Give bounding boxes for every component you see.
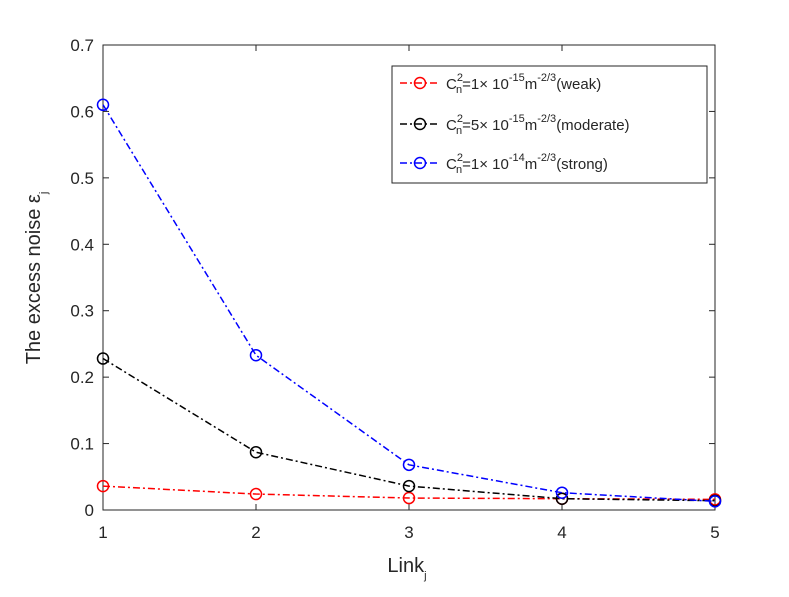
data-point-moderate: [249, 445, 263, 459]
x-tick-label: 1: [98, 523, 107, 542]
x-axis-title-main: Link: [387, 555, 425, 577]
x-axis-title: Linkj: [387, 555, 426, 582]
legend-label-moderate: C2 n=5× 10-15m-2/3(moderate): [446, 113, 630, 137]
legend-item-moderate: C2 n=5× 10-15m-2/3(moderate): [400, 113, 630, 137]
y-axis-title: The excess noise εj: [23, 192, 50, 365]
y-tick-label: 0.4: [70, 235, 94, 254]
legend-marker-strong: [413, 156, 427, 170]
legend: C2 n=1× 10-15m-2/3(weak) C2 n=5× 10-15m-2/…: [391, 65, 708, 184]
data-point-strong: [555, 486, 569, 499]
data-point-moderate: [96, 352, 110, 365]
y-axis-title-sub: j: [38, 192, 50, 195]
y-tick-label: 0.7: [70, 36, 94, 55]
x-axis-ticks: 1 2 3 4 5: [98, 45, 720, 542]
data-point-weak: [249, 487, 263, 501]
y-tick-label: 0.3: [70, 302, 94, 321]
y-tick-label: 0.6: [70, 102, 94, 121]
y-tick-label: 0: [85, 501, 94, 520]
x-tick-label: 3: [404, 523, 413, 542]
y-tick-label: 0.2: [70, 368, 94, 387]
legend-item-strong: C2 n=1× 10-14m-2/3(strong): [400, 152, 608, 176]
data-point-strong: [249, 348, 263, 362]
y-axis-ticks: 0 0.1 0.2 0.3 0.4 0.5 0.6 0.7: [70, 36, 715, 520]
legend-item-weak: C2 n=1× 10-15m-2/3(weak): [400, 72, 601, 96]
series-layer: [96, 98, 722, 508]
y-tick-label: 0.5: [70, 169, 94, 188]
x-axis-title-sub: j: [423, 570, 426, 582]
legend-label-strong: C2 n=1× 10-14m-2/3(strong): [446, 152, 608, 176]
series-line-moderate: [102, 357, 716, 502]
x-tick-label: 4: [557, 523, 566, 542]
legend-marker-moderate: [413, 117, 427, 131]
data-point-moderate: [402, 479, 416, 493]
x-tick-label: 2: [251, 523, 260, 542]
legend-marker-weak: [413, 76, 427, 90]
data-point-strong: [708, 495, 722, 508]
series-line-strong: [102, 104, 716, 503]
x-tick-label: 5: [710, 523, 719, 542]
data-point-weak: [402, 491, 416, 505]
data-point-strong: [96, 98, 110, 112]
legend-box: [391, 65, 708, 184]
data-point-moderate: [555, 492, 569, 505]
y-tick-label: 0.1: [70, 435, 94, 454]
legend-label-weak: C2 n=1× 10-15m-2/3(weak): [446, 72, 601, 96]
y-axis-title-main: The excess noise ε: [23, 194, 45, 364]
data-point-weak: [96, 479, 110, 493]
data-point-strong: [402, 458, 416, 472]
